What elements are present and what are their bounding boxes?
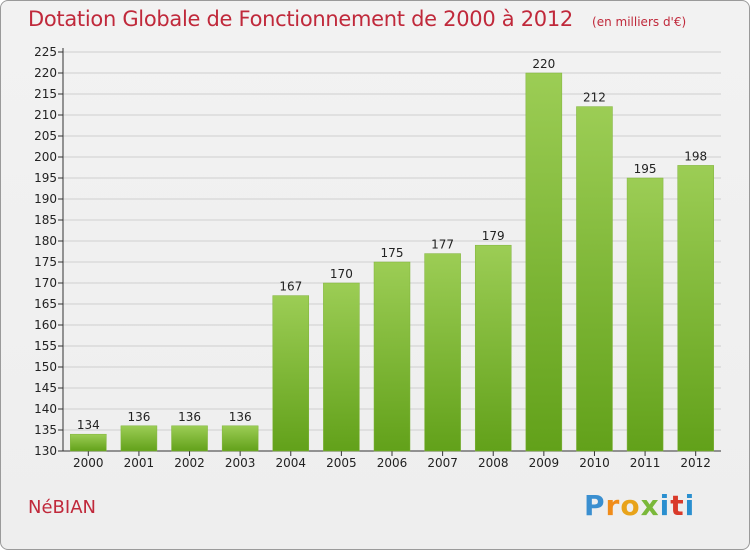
- y-tick-label: 215: [34, 87, 57, 101]
- bar-2005: [323, 282, 360, 452]
- x-tick-label-2002: 2002: [174, 456, 205, 470]
- bar-2003: [221, 425, 259, 452]
- x-tick-label-2009: 2009: [529, 456, 560, 470]
- data-label-2009: 220: [532, 57, 555, 71]
- bar-2000: [70, 433, 107, 452]
- chart-title: Dotation Globale de Fonctionnement de 20…: [28, 7, 573, 31]
- bar-2011: [626, 177, 664, 452]
- y-tick-label: 150: [34, 360, 57, 374]
- y-tick-label: 195: [34, 171, 57, 185]
- y-tick-label: 145: [34, 381, 57, 395]
- y-tick-label: 200: [34, 150, 57, 164]
- x-tick-label-2008: 2008: [478, 456, 509, 470]
- y-tick-label: 190: [34, 192, 57, 206]
- data-label-2011: 195: [634, 162, 657, 176]
- y-tick-label: 155: [34, 339, 57, 353]
- chart-subtitle: (en milliers d'€): [592, 15, 687, 29]
- bar-2008: [474, 244, 512, 452]
- bar-2007: [424, 253, 461, 452]
- commune-name: NéBIAN: [28, 497, 96, 518]
- data-label-2003: 136: [229, 410, 252, 424]
- data-label-2005: 170: [330, 267, 353, 281]
- data-label-2002: 136: [178, 410, 201, 424]
- bar-2004: [272, 295, 310, 452]
- x-tick-label-2007: 2007: [427, 456, 458, 470]
- data-label-2006: 175: [381, 246, 404, 260]
- x-tick-label-2010: 2010: [579, 456, 610, 470]
- x-tick-label-2004: 2004: [275, 456, 306, 470]
- y-tick-label: 170: [34, 276, 57, 290]
- labels: 130 135 140 145 150 155 160 165 170 175 180 185 190 1…: [34, 45, 711, 470]
- y-tick-label: 220: [34, 66, 57, 80]
- y-tick-label: 205: [34, 129, 57, 143]
- y-tick-label: 210: [34, 108, 57, 122]
- bar-2010: [576, 106, 613, 452]
- proxiti-logo[interactable]: Proxiti: [584, 489, 696, 522]
- data-label-2001: 136: [127, 410, 150, 424]
- data-label-2004: 167: [279, 280, 302, 294]
- data-label-2007: 177: [431, 238, 454, 252]
- y-tick-label: 130: [34, 444, 57, 458]
- bar-2012: [677, 165, 714, 452]
- bar-2001: [120, 425, 158, 452]
- x-tick-label-2011: 2011: [630, 456, 661, 470]
- x-tick-label-2001: 2001: [124, 456, 155, 470]
- x-tick-label-2012: 2012: [680, 456, 711, 470]
- bar-2006: [373, 261, 411, 452]
- y-tick-label: 225: [34, 45, 57, 59]
- x-tick-label-2003: 2003: [225, 456, 256, 470]
- data-label-2000: 134: [77, 418, 100, 432]
- x-tick-label-2005: 2005: [326, 456, 357, 470]
- data-label-2012: 198: [684, 149, 707, 163]
- y-tick-label: 160: [34, 318, 57, 332]
- data-label-2008: 179: [482, 229, 505, 243]
- bar-2009: [525, 72, 563, 452]
- y-tick-label: 175: [34, 255, 57, 269]
- data-label-2010: 212: [583, 91, 606, 105]
- y-tick-label: 140: [34, 402, 57, 416]
- bar-2002: [171, 425, 208, 452]
- x-tick-label-2006: 2006: [377, 456, 408, 470]
- title-row: Dotation Globale de Fonctionnement de 20…: [28, 7, 686, 31]
- y-tick-label: 165: [34, 297, 57, 311]
- y-tick-label: 185: [34, 213, 57, 227]
- bars: [70, 72, 714, 452]
- y-tick-label: 180: [34, 234, 57, 248]
- x-tick-label-2000: 2000: [73, 456, 104, 470]
- y-tick-label: 135: [34, 423, 57, 437]
